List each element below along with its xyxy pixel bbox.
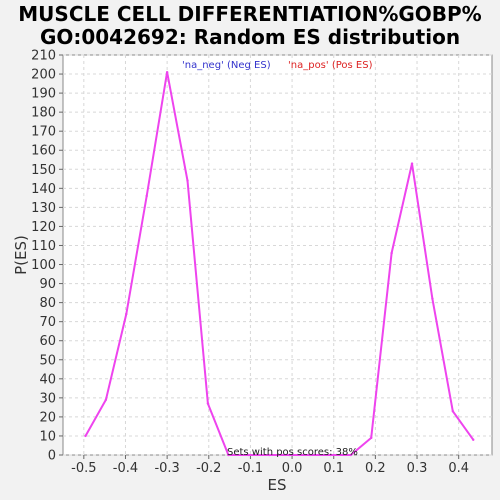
y-tick-label: 10 (39, 429, 56, 444)
y-tick-label: 20 (39, 410, 56, 425)
y-tick-label: 70 (39, 315, 56, 330)
y-tick-label: 30 (39, 391, 56, 406)
y-tick-label: 140 (31, 182, 56, 197)
data-point (227, 453, 230, 457)
x-tick-label: -0.1 (238, 461, 263, 476)
chart-title-line-2: GO:0042692: Random ES distribution (40, 25, 460, 49)
y-tick-label: 130 (31, 201, 56, 216)
y-tick-label: 110 (31, 239, 56, 254)
series-layer (84, 70, 475, 457)
x-tick-label: -0.3 (154, 461, 179, 476)
x-tick-label: -0.4 (113, 461, 138, 476)
data-point (472, 438, 475, 441)
plot-area (62, 54, 493, 456)
data-point (186, 179, 189, 182)
data-point (451, 409, 455, 413)
x-tick-label: 0.1 (323, 461, 344, 476)
data-point (84, 434, 87, 438)
y-tick-label: 200 (31, 68, 56, 83)
data-point (288, 453, 291, 457)
y-tick-label: 50 (39, 353, 56, 368)
y-axis-label: P(ES) (12, 235, 30, 275)
data-point (125, 312, 128, 316)
y-tick-label: 60 (39, 334, 56, 349)
data-point (349, 453, 353, 457)
data-point (308, 453, 312, 457)
legend-entry-pos: 'na_pos' (Pos ES) (288, 60, 373, 71)
data-point (329, 453, 332, 457)
y-tick-label: 100 (31, 258, 56, 273)
y-tick-label: 190 (31, 87, 56, 102)
y-tick-label: 80 (39, 296, 56, 311)
y-tick-label: 120 (31, 220, 56, 235)
x-tick-label: 0.3 (407, 461, 428, 476)
y-tick-label: 0 (48, 449, 56, 464)
data-point (267, 453, 271, 457)
x-tick-label: 0.0 (282, 461, 303, 476)
x-tick-label: 0.4 (448, 461, 469, 476)
data-point (390, 251, 393, 255)
y-tick-label: 40 (39, 372, 56, 387)
data-point (370, 436, 373, 440)
data-point (431, 297, 434, 301)
x-tick-label: -0.5 (71, 461, 96, 476)
axes: 0 10 20 30 40 50 60 70 80 90 100 110 120 130 140 150 160… (31, 49, 469, 477)
data-point (247, 453, 250, 457)
data-point (206, 402, 210, 405)
x-axis-label: ES (268, 476, 287, 494)
x-tick-label: 0.2 (365, 461, 386, 476)
data-point (165, 70, 169, 74)
data-point (145, 194, 148, 198)
y-tick-label: 170 (31, 125, 56, 140)
y-tick-label: 180 (31, 106, 56, 121)
data-point (104, 398, 108, 401)
y-tick-label: 150 (31, 163, 56, 178)
series-line (84, 71, 475, 456)
data-point (410, 162, 414, 165)
grid (63, 54, 492, 456)
y-tick-label: 90 (39, 277, 56, 292)
pos-scores-annotation: Sets with pos scores: 38% (227, 447, 358, 458)
y-tick-label: 160 (31, 144, 56, 159)
y-tick-label: 210 (31, 49, 56, 64)
chart-title-line-1: MUSCLE CELL DIFFERENTIATION%GOBP% (18, 2, 481, 26)
x-tick-label: -0.2 (196, 461, 221, 476)
legend-entry-neg: 'na_neg' (Neg ES) (182, 60, 271, 71)
